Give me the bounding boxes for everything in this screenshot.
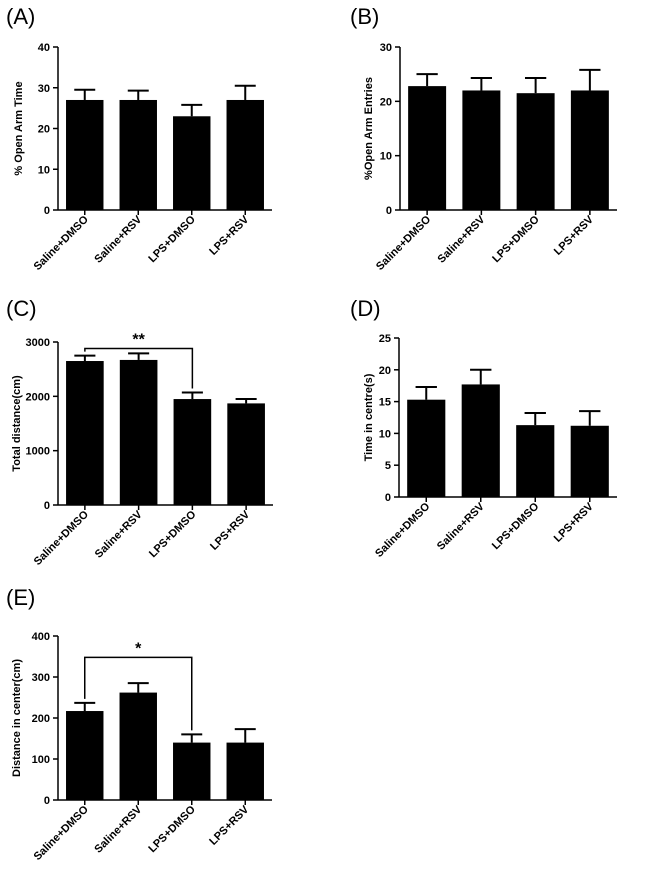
- x-category-label: LPS+DMSO: [146, 213, 198, 265]
- x-category-label: LPS+RSV: [552, 213, 597, 258]
- bar: [516, 93, 555, 210]
- y-axis-title: Time in centre(s): [363, 373, 375, 461]
- x-category-label: Saline+RSV: [93, 508, 145, 560]
- x-category-label: LPS+RSV: [207, 213, 252, 258]
- x-category-label: LPS+DMSO: [146, 803, 198, 855]
- chart-panel-2: (B) 0 10 20 30 %Open Arm Entries Saline+DMSO Sa…: [350, 4, 617, 273]
- bar: [173, 399, 212, 505]
- bar: [119, 99, 157, 210]
- bar: [66, 711, 104, 800]
- x-category-label: LPS+DMSO: [490, 213, 542, 265]
- bar: [119, 692, 157, 800]
- y-tick-label: 30: [38, 83, 50, 95]
- bar: [570, 90, 609, 210]
- y-axis-title: %Open Arm Entries: [363, 77, 375, 180]
- y-tick-label: 20: [380, 96, 392, 108]
- bar: [407, 399, 446, 497]
- x-category-label: Saline+RSV: [92, 213, 144, 265]
- bar: [173, 116, 211, 210]
- y-axis-title: Distance in center(cm): [11, 659, 23, 777]
- bar: [461, 384, 500, 497]
- x-category-label: Saline+DMSO: [374, 213, 434, 273]
- y-tick-label: 5: [385, 460, 391, 472]
- bar: [408, 86, 447, 210]
- chart-panel-5: (E) 0 100 200 300 400 Distance in center(cm) Sa…: [6, 585, 272, 863]
- significance-bracket: [84, 656, 193, 731]
- y-tick-label: 0: [44, 205, 50, 217]
- y-tick-label: 400: [32, 631, 50, 643]
- panel-label: (C): [6, 296, 37, 321]
- x-category-label: LPS+DMSO: [147, 508, 199, 560]
- bar: [119, 359, 158, 505]
- chart-panel-1: (A) 0 10 20 30 40 % Open Arm Time Saline+DMSO Sa…: [6, 4, 272, 273]
- bar: [462, 90, 501, 210]
- y-tick-label: 3000: [26, 337, 50, 349]
- y-tick-label: 10: [380, 151, 392, 163]
- y-axis-title: % Open Arm Time: [13, 81, 25, 175]
- y-tick-label: 0: [386, 205, 392, 217]
- panel-label: (A): [6, 4, 35, 29]
- y-tick-label: 100: [32, 754, 50, 766]
- panel-label: (E): [6, 585, 35, 610]
- y-tick-label: 300: [32, 672, 50, 684]
- y-tick-label: 0: [44, 500, 50, 512]
- y-tick-label: 25: [379, 333, 391, 345]
- bar: [226, 742, 264, 800]
- bar: [227, 403, 265, 505]
- bar: [516, 425, 555, 497]
- significance-label: **: [132, 332, 145, 349]
- panel-label: (D): [350, 296, 381, 321]
- bar: [173, 742, 211, 800]
- chart-panel-3: (C) 0 1000 2000 3000 Total distance(cm) Saline…: [6, 296, 273, 568]
- y-tick-label: 20: [379, 365, 391, 377]
- x-category-label: Saline+DMSO: [373, 500, 433, 560]
- x-category-label: LPS+RSV: [208, 508, 253, 553]
- x-category-label: Saline+DMSO: [32, 213, 92, 273]
- y-tick-label: 0: [385, 492, 391, 504]
- y-tick-label: 2000: [26, 391, 50, 403]
- x-category-label: LPS+RSV: [552, 500, 597, 545]
- significance-label: *: [135, 640, 142, 657]
- x-category-label: Saline+RSV: [435, 500, 487, 552]
- y-tick-label: 10: [38, 164, 50, 176]
- bar: [66, 99, 104, 210]
- y-tick-label: 200: [32, 713, 50, 725]
- x-category-label: LPS+DMSO: [490, 500, 542, 552]
- bar: [66, 361, 104, 505]
- x-category-label: Saline+DMSO: [32, 803, 92, 863]
- y-tick-label: 40: [38, 42, 50, 54]
- y-tick-label: 0: [44, 795, 50, 807]
- x-category-label: Saline+DMSO: [32, 508, 92, 568]
- y-tick-label: 1000: [26, 446, 50, 458]
- bar: [570, 425, 609, 497]
- y-tick-label: 20: [38, 124, 50, 136]
- y-tick-label: 30: [380, 42, 392, 54]
- x-category-label: Saline+RSV: [436, 213, 488, 265]
- x-category-label: Saline+RSV: [92, 803, 144, 855]
- y-tick-label: 10: [379, 428, 391, 440]
- y-tick-label: 15: [379, 397, 391, 409]
- y-axis-title: Total distance(cm): [11, 375, 23, 472]
- significance-bracket: [84, 347, 194, 389]
- chart-panel-4: (D) 0 5 10 15 20 25 Time in centre(s) Saline+DMS…: [350, 296, 617, 560]
- bar: [226, 99, 264, 210]
- panel-label: (B): [350, 4, 379, 29]
- x-category-label: LPS+RSV: [207, 803, 252, 848]
